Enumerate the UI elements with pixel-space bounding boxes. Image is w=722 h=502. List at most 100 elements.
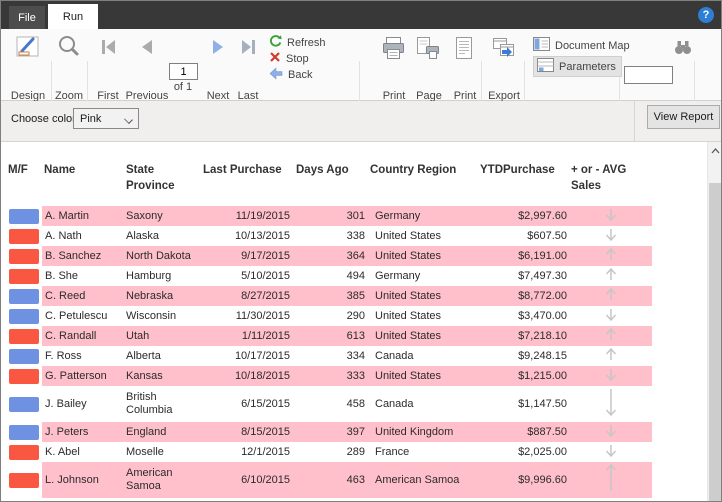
name-cell: J. Bailey [45,397,87,410]
tab-file[interactable]: File [9,6,45,29]
back-button[interactable]: Back [269,67,312,83]
last-button[interactable]: Last [237,90,259,102]
ribbon: Design Views Zoom Zoom First Previous of… [1,29,721,127]
days-ago-cell: 364 [294,246,368,266]
ytd-purchase-cell: $2,025.00 [518,445,567,458]
state-province-cell: Alberta [126,349,161,362]
ytd-purchase-cell: $6,191.00 [478,246,569,266]
days-ago-cell: 301 [294,206,368,226]
gender-cell [6,346,42,366]
page-number-input[interactable] [169,63,198,80]
parameters-icon [537,58,554,75]
group-divider [359,61,360,125]
gender-chip [9,396,39,412]
trend-cell [569,326,652,346]
trend-cell [569,366,652,386]
country-region-cell: Germany [375,269,421,282]
ytd-purchase-cell: $9,996.60 [478,462,569,498]
page-setup-icon[interactable] [414,36,441,66]
country-region-cell: United States [368,366,478,386]
stop-button[interactable]: Stop [269,51,309,66]
gender-cell [6,306,42,326]
days-ago-cell: 385 [294,286,368,306]
days-ago-cell: 289 [346,445,365,458]
report-table-body: A. Martin Saxony 11/19/2015 301 Germany $2,99… [6,206,652,498]
trend-up-icon [603,463,619,497]
name-cell: L. Johnson [42,462,124,498]
gender-chip [9,424,39,440]
country-region-cell: Canada [375,397,414,410]
last-purchase-cell: 12/1/2015 [241,445,290,458]
group-divider [524,61,525,125]
zoom-icon[interactable] [56,34,82,65]
country-region-cell: United States [368,246,478,266]
next-page-icon[interactable] [208,37,228,62]
report-table: M/F Name State Province Last Purchase Day… [6,156,652,498]
previous-button[interactable]: Previous [125,90,169,102]
name-cell: C. Petulescu [45,309,108,322]
days-ago-cell: 613 [294,326,368,346]
trend-down-icon [603,443,619,462]
ytd-purchase-cell: $1,215.00 [478,366,569,386]
first-button[interactable]: First [97,90,119,102]
trend-cell [569,266,652,286]
days-ago-cell: 397 [294,422,368,442]
ytd-purchase-cell: $3,470.00 [518,309,567,322]
next-button[interactable]: Next [206,90,230,102]
trend-up-icon [603,267,619,286]
days-ago-cell: 338 [346,229,365,242]
binoculars-find-icon[interactable] [673,39,693,60]
scrollbar-thumb[interactable] [709,183,721,501]
last-purchase-cell: 8/27/2015 [201,286,294,306]
parameters-button[interactable]: Parameters [533,56,622,77]
export-button[interactable]: Export [488,90,520,102]
trend-cell [569,442,652,462]
gender-cell [6,266,42,286]
trend-down-icon [603,367,619,386]
table-row: C. Petulescu Wisconsin 11/30/2015 290 United… [6,306,652,326]
name-cell: B. Sanchez [42,246,124,266]
gender-cell [6,462,42,498]
gender-chip [9,308,39,324]
name-cell: K. Abel [45,445,80,458]
tab-run[interactable]: Run [48,4,98,29]
gender-chip [9,208,39,224]
gender-cell [6,366,42,386]
country-region-cell: Germany [368,206,478,226]
gender-cell [6,386,42,422]
view-report-button[interactable]: View Report [647,105,720,129]
gender-chip [9,348,39,364]
last-purchase-cell: 11/19/2015 [201,206,294,226]
print-layout-icon[interactable] [452,36,476,66]
export-icon[interactable] [490,36,517,66]
design-icon[interactable] [15,34,41,65]
choose-color-label: Choose color [11,113,76,125]
first-page-icon[interactable] [98,37,118,62]
trend-down-icon [603,387,619,421]
col-header-state-province: State Province [126,164,175,192]
print-button[interactable]: Print [382,90,406,102]
col-header-country-region: Country Region [370,164,457,176]
gender-chip [9,268,39,284]
gender-cell [6,286,42,306]
find-input[interactable] [624,66,673,84]
help-icon[interactable]: ? [698,7,714,23]
last-purchase-cell: 10/18/2015 [201,366,294,386]
tab-run-label: Run [62,10,84,23]
scrollbar-up-arrow-icon[interactable] [708,142,721,160]
table-row: B. Sanchez North Dakota 9/17/2015 364 United… [6,246,652,266]
last-page-icon[interactable] [238,37,258,62]
vertical-scrollbar[interactable] [707,142,721,501]
previous-page-icon[interactable] [137,37,157,62]
color-select[interactable]: Pink [73,108,139,129]
refresh-button[interactable]: Refresh [269,35,326,51]
design-button[interactable]: Design [10,90,46,102]
trend-down-icon [603,423,619,442]
table-row: A. Martin Saxony 11/19/2015 301 Germany $2,99… [6,206,652,226]
ytd-purchase-cell: $887.50 [478,422,569,442]
country-region-cell: United Kingdom [368,422,478,442]
zoom-button[interactable]: Zoom [54,90,84,102]
document-map-button[interactable]: Document Map [533,37,630,54]
print-icon[interactable] [380,36,407,66]
